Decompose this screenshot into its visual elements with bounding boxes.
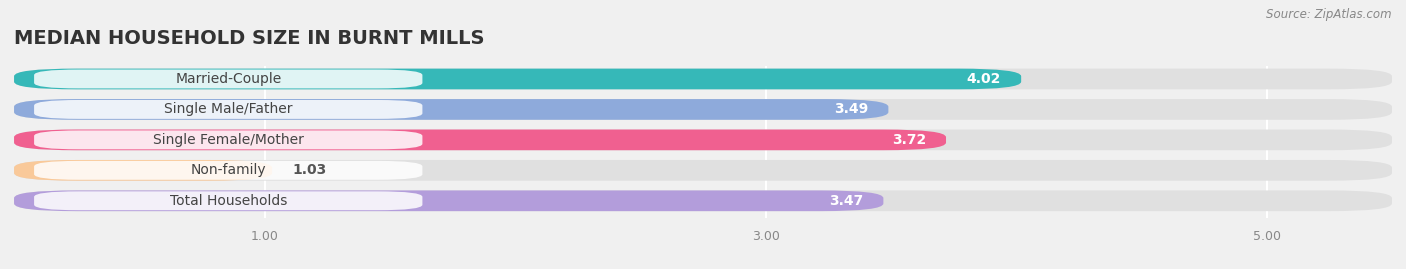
FancyBboxPatch shape bbox=[34, 100, 422, 119]
FancyBboxPatch shape bbox=[14, 160, 1392, 181]
Text: 4.02: 4.02 bbox=[967, 72, 1001, 86]
Text: Total Households: Total Households bbox=[170, 194, 287, 208]
FancyBboxPatch shape bbox=[14, 160, 273, 181]
Text: 3.47: 3.47 bbox=[830, 194, 863, 208]
FancyBboxPatch shape bbox=[34, 69, 422, 89]
FancyBboxPatch shape bbox=[14, 69, 1392, 89]
FancyBboxPatch shape bbox=[34, 130, 422, 149]
FancyBboxPatch shape bbox=[14, 130, 946, 150]
FancyBboxPatch shape bbox=[34, 191, 422, 210]
FancyBboxPatch shape bbox=[14, 69, 1021, 89]
FancyBboxPatch shape bbox=[14, 190, 1392, 211]
Text: 3.72: 3.72 bbox=[891, 133, 927, 147]
FancyBboxPatch shape bbox=[14, 190, 883, 211]
FancyBboxPatch shape bbox=[14, 99, 1392, 120]
Text: 3.49: 3.49 bbox=[834, 102, 869, 116]
Text: MEDIAN HOUSEHOLD SIZE IN BURNT MILLS: MEDIAN HOUSEHOLD SIZE IN BURNT MILLS bbox=[14, 29, 485, 48]
Text: Non-family: Non-family bbox=[190, 163, 266, 177]
FancyBboxPatch shape bbox=[34, 161, 422, 180]
Text: 1.03: 1.03 bbox=[292, 163, 326, 177]
FancyBboxPatch shape bbox=[14, 99, 889, 120]
Text: Single Female/Mother: Single Female/Mother bbox=[153, 133, 304, 147]
Text: Single Male/Father: Single Male/Father bbox=[165, 102, 292, 116]
Text: Source: ZipAtlas.com: Source: ZipAtlas.com bbox=[1267, 8, 1392, 21]
FancyBboxPatch shape bbox=[14, 130, 1392, 150]
Text: Married-Couple: Married-Couple bbox=[176, 72, 281, 86]
